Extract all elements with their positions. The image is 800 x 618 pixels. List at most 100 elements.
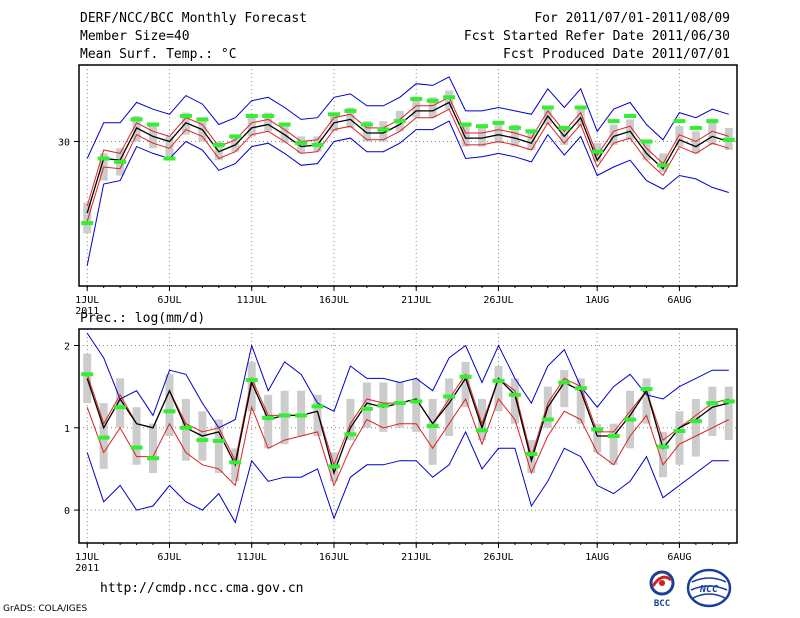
observed-marker: [393, 401, 406, 406]
spread-bar: [83, 202, 92, 234]
observed-marker: [130, 445, 143, 450]
observed-marker: [410, 97, 423, 101]
x-tick-label: 11JUL: [237, 552, 267, 563]
observed-marker: [541, 417, 554, 422]
observed-marker: [97, 435, 110, 440]
x-tick-label: 6JUL: [157, 552, 181, 563]
spread-bar: [593, 423, 602, 453]
x-tick-label: 1AUG: [585, 295, 609, 306]
observed-marker: [443, 394, 456, 399]
spread-bar: [329, 112, 338, 132]
spread-bar: [247, 116, 256, 137]
observed-marker: [689, 125, 702, 130]
observed-marker: [311, 142, 324, 147]
spread-bar: [445, 90, 454, 110]
spread-bar: [708, 386, 717, 436]
spread-bar: [642, 378, 651, 424]
x-tick-label: 26JUL: [483, 295, 513, 306]
x-tick-label: 1JUL: [75, 295, 99, 306]
observed-marker: [344, 108, 357, 113]
observed-marker: [212, 438, 225, 443]
x-tick-label: 11JUL: [237, 295, 267, 306]
spread-bar: [510, 378, 519, 424]
x-year-label: 2011: [75, 563, 99, 574]
precipitation-panel: 1JUL 6JUL 11JUL 16JUL 21JUL 26JUL 1AUG 6AUG 2011…: [64, 328, 738, 574]
x-tick-label: 21JUL: [401, 552, 431, 563]
observed-marker: [295, 141, 308, 146]
observed-marker: [245, 114, 258, 118]
observed-marker: [163, 156, 176, 161]
spread-bar: [642, 141, 651, 161]
ensemble-mean-line: [86, 376, 729, 476]
ncc-logo-text: NCC: [699, 584, 718, 595]
forecast-period-label: For 2011/07/01-2011/08/09: [534, 11, 730, 26]
lower-spread-line: [86, 397, 730, 487]
spread-bar: [346, 107, 355, 128]
variable-label: Mean Surf. Temp.: °C: [80, 47, 237, 62]
x-tick-label: 6AUG: [667, 295, 691, 306]
observed-marker: [508, 125, 521, 130]
member-size-label: Member Size=40: [80, 29, 190, 44]
spread-bar: [478, 126, 487, 147]
spread-bar: [132, 407, 141, 465]
observed-marker: [327, 464, 340, 469]
observed-marker: [278, 413, 291, 418]
y-tick-label: 30: [58, 138, 70, 149]
observed-marker: [147, 122, 160, 127]
observed-marker: [377, 127, 390, 132]
x-tick-label: 6JUL: [157, 295, 181, 306]
observed-marker: [426, 98, 439, 103]
observed-marker: [574, 105, 587, 110]
observed-marker: [97, 156, 110, 161]
spread-bar: [247, 361, 256, 412]
source-url[interactable]: http://cmdp.ncc.cma.gov.cn: [100, 581, 304, 596]
spread-bar: [560, 370, 569, 408]
spread-bar: [691, 131, 700, 154]
observed-marker: [196, 438, 209, 443]
observed-marker: [722, 137, 735, 142]
observed-marker: [179, 425, 192, 430]
spread-bar: [510, 124, 519, 147]
x-tick-label: 16JUL: [319, 295, 349, 306]
temperature-panel: 1JUL 6JUL 11JUL 16JUL 21JUL 26JUL 1AUG 6AUG 2011…: [58, 64, 738, 317]
spread-bar: [609, 124, 618, 145]
observed-marker: [179, 114, 192, 118]
observed-marker: [212, 142, 225, 147]
spread-bar: [412, 97, 421, 118]
observed-marker: [689, 419, 702, 424]
spread-bar: [362, 382, 371, 428]
spread-bar: [264, 394, 273, 449]
observed-marker: [81, 372, 94, 377]
observed-marker: [278, 122, 291, 127]
spread-bar: [231, 134, 240, 152]
spread-bar: [280, 390, 289, 445]
observed-marker: [426, 424, 439, 429]
observed-marker: [147, 456, 160, 461]
plot-frame: [78, 328, 738, 544]
spread-bar: [214, 419, 223, 474]
spread-bar: [428, 97, 437, 118]
spread-bar: [280, 124, 289, 144]
upper-spread-line: [86, 96, 729, 207]
spread-bar: [691, 398, 700, 457]
observed-marker: [656, 444, 669, 449]
spread-bar: [461, 361, 470, 408]
plot-frame: [78, 64, 738, 287]
spread-bar: [116, 378, 125, 428]
observed-marker: [673, 119, 686, 124]
observed-marker: [360, 406, 373, 411]
observed-marker: [492, 120, 505, 125]
max-line: [86, 76, 729, 159]
min-line: [86, 430, 729, 524]
y-tick-label: 1: [64, 424, 70, 435]
spread-bar: [165, 136, 174, 159]
spread-bar: [626, 119, 635, 140]
observed-marker: [229, 134, 242, 139]
precip-panel-title: Prec.: log(mm/d): [80, 311, 205, 326]
observed-marker: [508, 392, 521, 397]
observed-marker: [262, 415, 275, 420]
spread-bar: [181, 398, 190, 461]
observed-marker: [476, 124, 489, 129]
bcc-logo-text: BCC: [654, 599, 670, 608]
